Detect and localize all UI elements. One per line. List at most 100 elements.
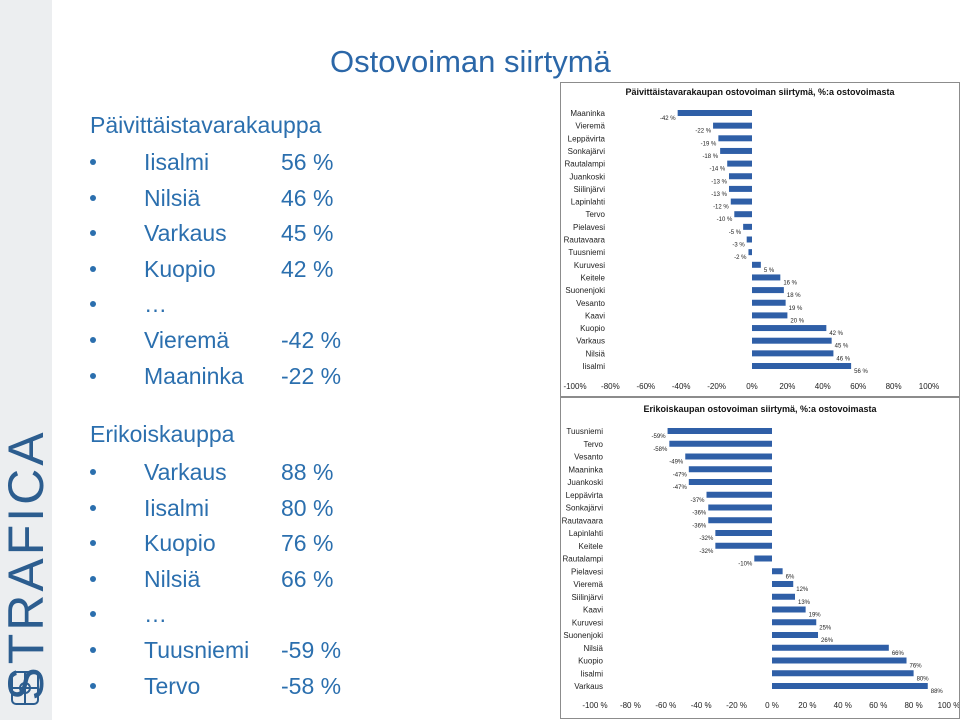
category-label: Siilinjärvi bbox=[571, 593, 603, 602]
bar bbox=[706, 491, 772, 498]
category-label: Iisalmi bbox=[580, 669, 603, 678]
bullet-icon bbox=[90, 336, 96, 343]
data-label: -32% bbox=[699, 549, 714, 555]
data-label: -18 % bbox=[702, 154, 718, 160]
category-label: Kuopio bbox=[580, 324, 605, 333]
bar bbox=[772, 593, 796, 600]
data-label: -2 % bbox=[734, 255, 747, 261]
municipality-name: Tuusniemi bbox=[144, 636, 250, 663]
slide-title: Ostovoiman siirtymä bbox=[330, 44, 611, 79]
bar bbox=[708, 517, 772, 524]
bar bbox=[708, 504, 772, 511]
category-label: Maaninka bbox=[570, 109, 605, 118]
data-label: -22 % bbox=[695, 129, 711, 135]
specialty-chart-frame: Erikoiskaupan ostovoiman siirtymä, %:a o… bbox=[560, 397, 960, 719]
bar bbox=[688, 466, 772, 473]
shift-value: 42 % bbox=[281, 255, 334, 282]
bar bbox=[772, 670, 914, 677]
municipality-name: Kuopio bbox=[144, 255, 216, 282]
shift-value: -58 % bbox=[281, 672, 342, 699]
grocery-chart-frame: Päivittäistavarakaupan ostovoiman siirty… bbox=[560, 82, 960, 397]
data-label: 19 % bbox=[789, 306, 803, 312]
x-tick-label: 80 % bbox=[904, 701, 922, 710]
x-tick-label: -60% bbox=[636, 382, 655, 391]
bar bbox=[752, 325, 827, 332]
category-label: Pielavesi bbox=[573, 223, 605, 232]
shift-value: 66 % bbox=[281, 565, 334, 592]
bar bbox=[752, 350, 834, 357]
municipality-name: … bbox=[144, 601, 167, 628]
municipality-name: Kuopio bbox=[144, 530, 216, 557]
x-tick-label: -40 % bbox=[691, 701, 712, 710]
x-tick-label: 40 % bbox=[834, 701, 852, 710]
x-tick-label: 0% bbox=[746, 382, 758, 391]
bar bbox=[688, 479, 772, 485]
bar bbox=[752, 363, 852, 369]
bullet-icon bbox=[90, 301, 96, 308]
brand-knot-icon bbox=[11, 671, 39, 705]
data-label: -47% bbox=[673, 472, 688, 478]
shift-value: 46 % bbox=[281, 184, 334, 211]
data-label: 13% bbox=[798, 600, 811, 606]
data-label: -32% bbox=[699, 536, 714, 542]
bullet-icon bbox=[90, 504, 96, 511]
category-label: Tervo bbox=[583, 440, 603, 449]
bar bbox=[730, 198, 752, 205]
data-label: 5 % bbox=[764, 268, 775, 274]
bar bbox=[718, 135, 752, 142]
municipality-name: … bbox=[144, 291, 167, 318]
x-tick-label: 100 % bbox=[938, 701, 959, 710]
bar bbox=[772, 568, 783, 575]
shift-value: 80 % bbox=[281, 494, 334, 521]
data-label: -13 % bbox=[711, 192, 727, 198]
bullet-icon bbox=[90, 469, 96, 475]
shift-value: 56 % bbox=[281, 149, 334, 175]
bar bbox=[772, 632, 819, 638]
bullet-icon bbox=[90, 646, 96, 653]
section-heading-grocery: Päivittäistavarakauppa bbox=[90, 112, 322, 138]
category-label: Varkaus bbox=[574, 682, 603, 691]
data-label: -10% bbox=[738, 562, 753, 568]
x-tick-label: -80% bbox=[601, 382, 620, 391]
category-label: Rautalampi bbox=[563, 555, 604, 564]
category-label: Vieremä bbox=[575, 122, 605, 131]
bar bbox=[715, 542, 772, 549]
data-label: 20 % bbox=[790, 318, 804, 324]
category-label: Iisalmi bbox=[582, 362, 605, 371]
category-label: Tervo bbox=[585, 210, 605, 219]
x-tick-label: -20% bbox=[707, 382, 726, 391]
bullet-icon bbox=[90, 159, 96, 165]
bar bbox=[746, 236, 752, 243]
data-label: 26% bbox=[821, 638, 834, 644]
bar bbox=[734, 211, 752, 218]
bar bbox=[772, 581, 794, 587]
shift-value: -22 % bbox=[281, 362, 342, 389]
category-label: Vesanto bbox=[574, 453, 603, 462]
category-label: Kuruvesi bbox=[572, 618, 603, 627]
shift-value: 45 % bbox=[281, 220, 334, 247]
bar bbox=[752, 312, 788, 319]
bullet-icon bbox=[90, 372, 96, 379]
data-label: 12% bbox=[796, 587, 809, 593]
category-label: Tuusniemi bbox=[566, 427, 603, 436]
data-label: 6% bbox=[786, 574, 795, 580]
bar bbox=[772, 606, 806, 613]
category-label: Vieremä bbox=[573, 580, 603, 589]
municipality-name: Iisalmi bbox=[144, 149, 210, 175]
bar bbox=[752, 299, 786, 306]
bar bbox=[752, 261, 761, 268]
bar bbox=[772, 683, 928, 689]
data-label: -42 % bbox=[660, 116, 676, 122]
data-label: -47% bbox=[673, 485, 688, 491]
x-tick-label: -100% bbox=[563, 382, 586, 391]
data-label: 45 % bbox=[835, 344, 849, 350]
category-label: Rautalampi bbox=[565, 160, 606, 169]
data-label: 25% bbox=[819, 625, 832, 631]
x-tick-label: 20% bbox=[779, 382, 795, 391]
data-label: -36% bbox=[692, 523, 707, 529]
bullet-icon bbox=[90, 230, 96, 237]
category-label: Siilinjärvi bbox=[573, 185, 605, 194]
category-label: Sonkajärvi bbox=[568, 147, 606, 156]
municipality-name: Tervo bbox=[144, 672, 201, 699]
data-label: 19% bbox=[809, 613, 822, 619]
